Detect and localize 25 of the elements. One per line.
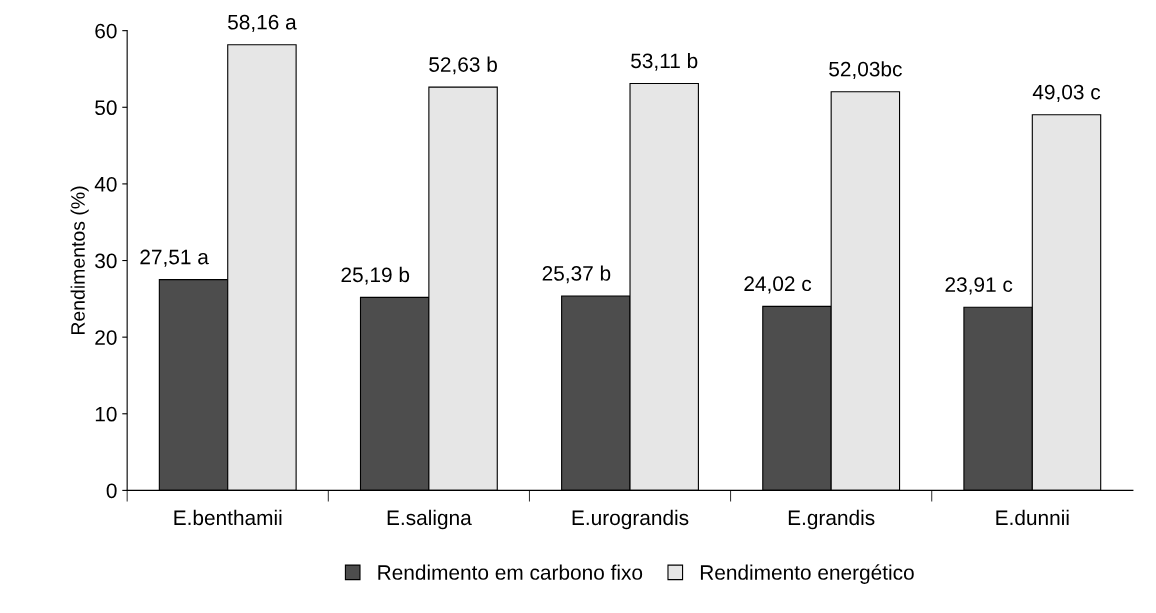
data-label: 27,51 a (140, 249, 209, 267)
x-tick-label: E.urograndis (572, 509, 689, 530)
x-tick-label: E.saligna (387, 509, 472, 530)
y-tick-label: 20 (95, 330, 117, 345)
data-label: 52,03bc (829, 61, 902, 79)
y-axis-title: Rendimentos (%) (70, 186, 89, 335)
legend-label: Rendimento energético (700, 564, 914, 584)
data-label: 23,91 c (945, 277, 1013, 295)
data-label: 58,16 a (228, 14, 297, 32)
x-tick-label: E.dunnii (996, 509, 1069, 526)
data-label: 25,37 b (542, 265, 611, 284)
x-tick-label: E.benthamii (174, 509, 282, 526)
data-label: 49,03 c (1032, 84, 1101, 102)
legend-label: Rendimento em carbono fixo (378, 564, 643, 580)
x-tick-label: E.grandis (788, 509, 875, 530)
data-label: 24,02 c (744, 276, 812, 294)
y-tick-label: 60 (95, 23, 117, 39)
y-tick-label: 0 (106, 483, 117, 499)
data-label: 25,19 b (341, 266, 410, 285)
y-tick-label: 10 (95, 406, 117, 422)
data-label: 53,11 b (631, 52, 698, 71)
y-tick-label: 30 (95, 253, 117, 269)
y-tick-label: 40 (94, 176, 117, 192)
data-label: 52,63 b (429, 56, 497, 75)
y-tick-label: 50 (95, 100, 117, 116)
